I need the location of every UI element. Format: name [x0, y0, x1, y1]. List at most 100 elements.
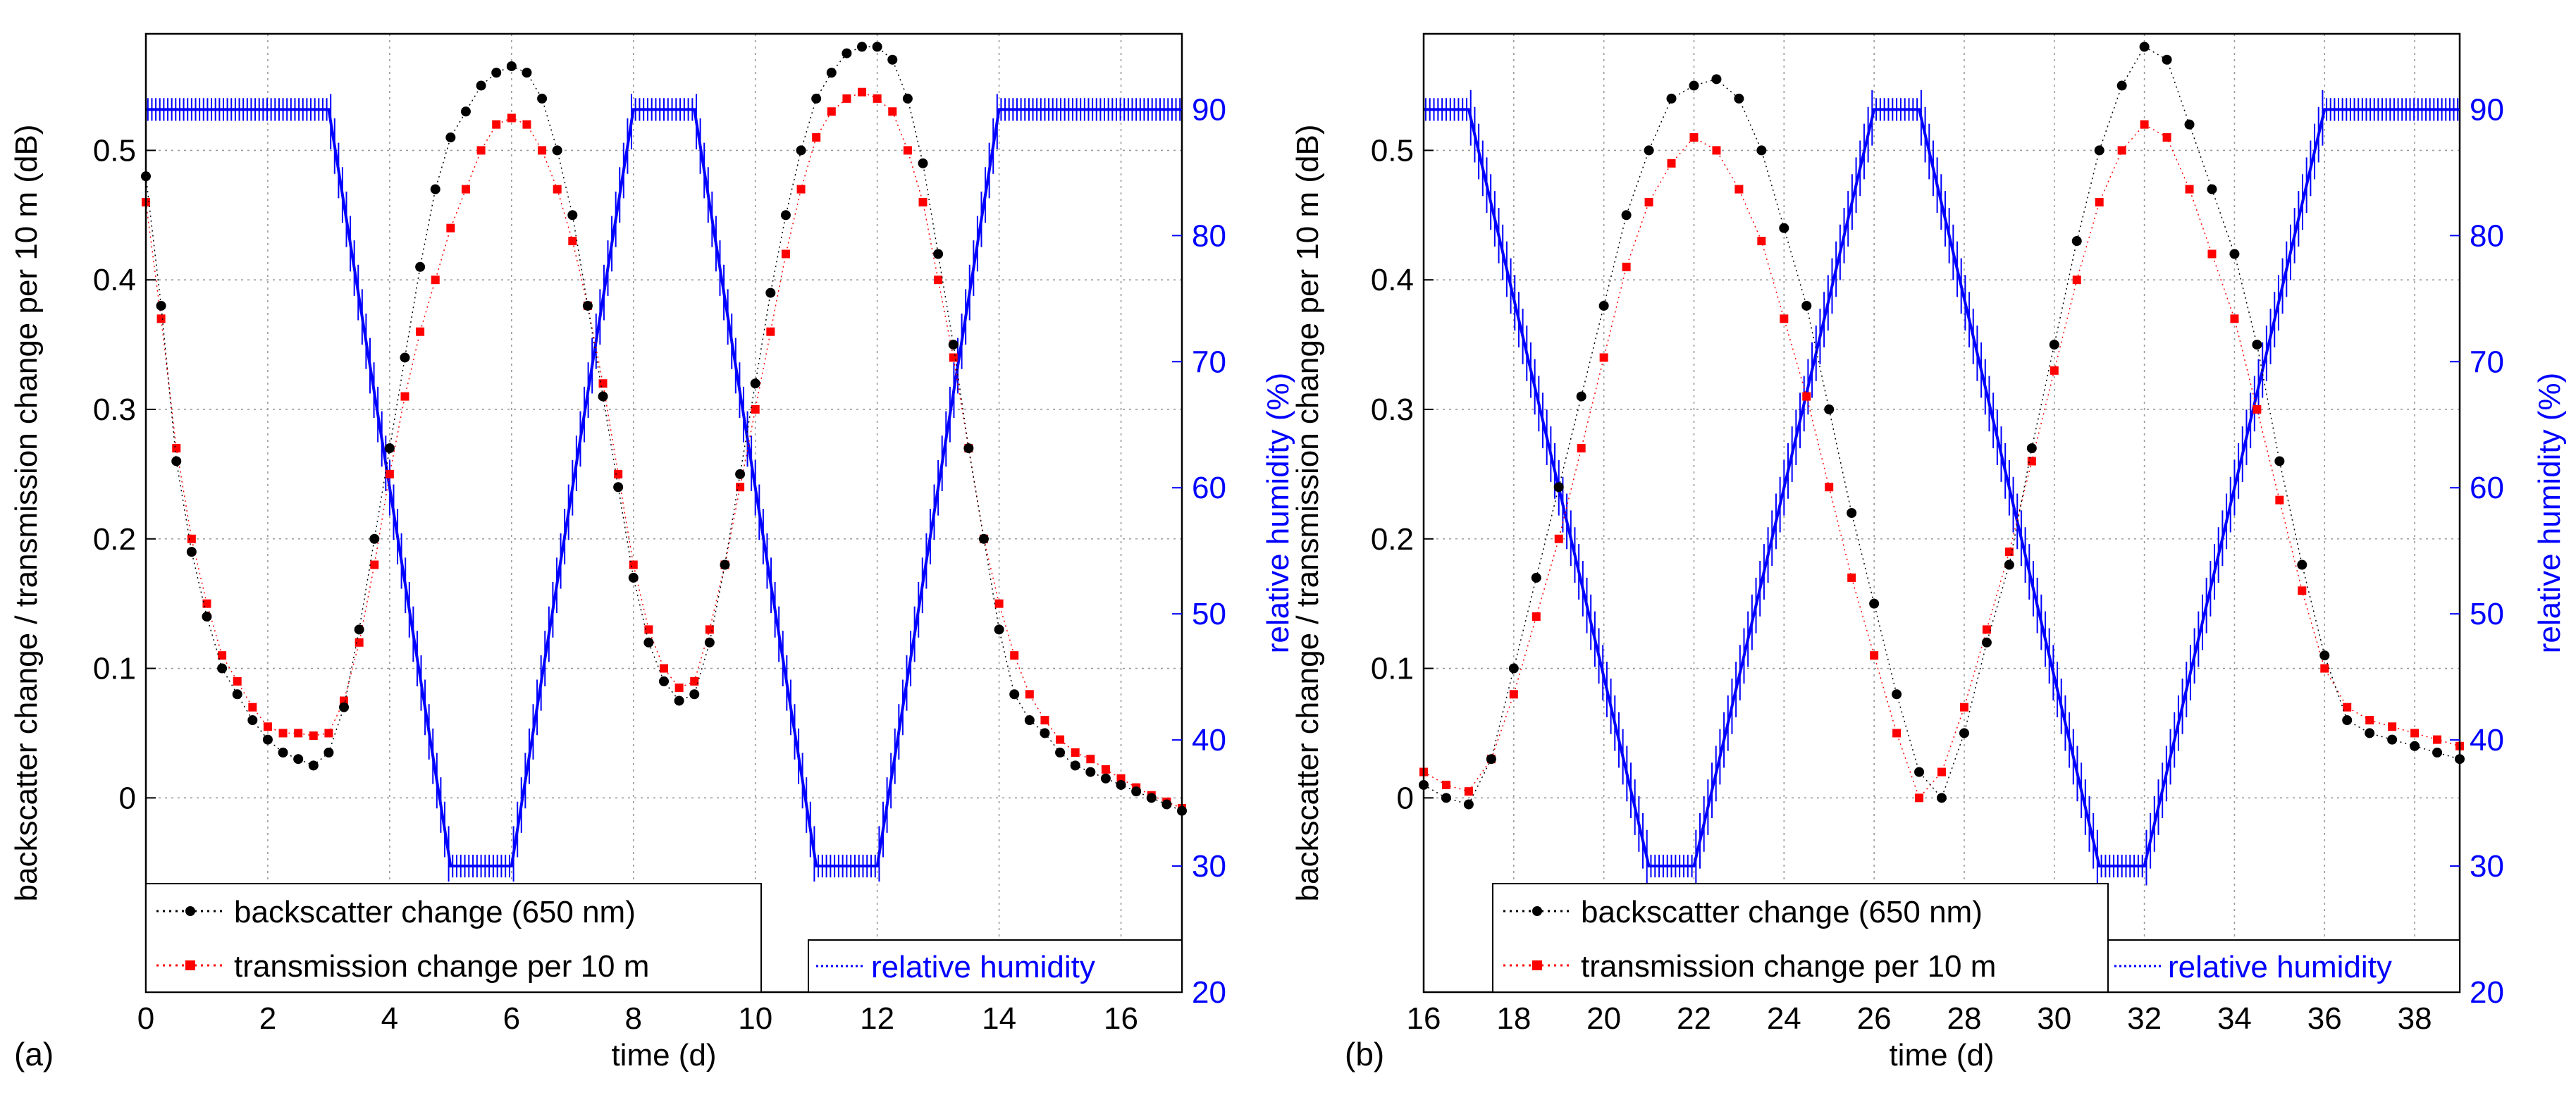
backscatter-point-b-41	[2342, 715, 2353, 726]
y-tick-label-a-1: 0.1	[93, 652, 136, 686]
transmission-point-b-26	[2004, 548, 2014, 557]
plot-area-a	[146, 34, 1182, 992]
backscatter-line-b	[1423, 46, 2460, 805]
transmission-point-b-43	[2388, 722, 2397, 731]
transmission-point-a-23	[492, 120, 501, 129]
transmission-point-a-33	[644, 625, 653, 634]
backscatter-point-a-24	[506, 61, 517, 71]
backscatter-point-a-23	[491, 68, 502, 78]
transmission-point-a-28	[568, 237, 577, 246]
backscatter-point-a-51	[918, 158, 928, 168]
backscatter-point-a-6	[232, 689, 242, 700]
transmission-point-b-18	[1825, 483, 1834, 492]
backscatter-point-b-38	[2274, 456, 2285, 466]
backscatter-point-a-52	[933, 249, 944, 259]
x-axis-label-a: time (d)	[611, 1038, 716, 1072]
x-tick-label-b-0: 16	[1407, 1001, 1441, 1036]
backscatter-point-b-6	[1553, 482, 1564, 493]
panel-b: 16 18 20 22 24 26 28 30 32 34 36 38 0 0.1 0.2 0.3 0.4 0.5…	[1290, 32, 2567, 1072]
transmission-point-b-17	[1802, 392, 1811, 401]
backscatter-point-b-37	[2252, 340, 2262, 350]
transmission-point-b-35	[2207, 249, 2217, 259]
transmission-point-a-22	[476, 146, 486, 155]
transmission-point-b-21	[1892, 729, 1902, 738]
transmission-point-b-4	[1509, 690, 1518, 699]
backscatter-point-b-3	[1486, 754, 1496, 765]
transmission-point-a-30	[598, 379, 608, 388]
transmission-series-b	[1419, 120, 2464, 803]
transmission-point-a-9	[278, 729, 288, 738]
transmission-point-b-32	[2140, 120, 2149, 129]
transmission-point-b-44	[2410, 729, 2420, 738]
y-tick-label-a-2: 0.2	[93, 522, 136, 557]
backscatter-point-b-43	[2387, 734, 2398, 745]
transmission-point-b-1	[1441, 780, 1450, 789]
transmission-point-b-24	[1959, 703, 1968, 712]
backscatter-point-b-17	[1801, 300, 1812, 311]
transmission-point-a-43	[796, 185, 806, 194]
transmission-point-b-31	[2117, 146, 2126, 155]
backscatter-point-b-36	[2229, 249, 2240, 259]
humidity-series-a	[146, 94, 1182, 882]
backscatter-point-a-25	[522, 68, 532, 78]
backscatter-point-a-40	[750, 378, 760, 389]
transmission-point-b-41	[2343, 703, 2352, 712]
legend-label-transmission-b: transmission change per 10 m	[1581, 949, 1996, 984]
backscatter-point-b-14	[1734, 93, 1744, 104]
legend-a: backscatter change (650 nm) transmission…	[145, 883, 762, 993]
backscatter-point-a-57	[1009, 689, 1020, 700]
x-tick-label-a-4: 8	[625, 1001, 642, 1036]
backscatter-point-a-39	[735, 469, 746, 479]
y-axis-label-a: backscatter change / transmission change…	[9, 125, 44, 902]
backscatter-point-a-66	[1146, 793, 1157, 803]
transmission-point-a-19	[431, 276, 440, 285]
transmission-point-a-46	[842, 94, 851, 103]
legend-label-backscatter-b: backscatter change (650 nm)	[1581, 895, 1983, 929]
backscatter-point-b-30	[2094, 145, 2104, 156]
backscatter-point-a-3	[186, 547, 197, 557]
backscatter-point-a-47	[857, 42, 868, 52]
transmission-point-a-50	[903, 146, 912, 155]
backscatter-point-a-59	[1040, 728, 1050, 738]
backscatter-point-b-29	[2071, 236, 2082, 247]
backscatter-point-a-49	[887, 54, 898, 65]
transmission-point-a-1	[156, 314, 166, 323]
backscatter-point-a-45	[826, 68, 837, 78]
backscatter-point-b-32	[2139, 42, 2150, 52]
backscatter-point-b-18	[1824, 404, 1835, 414]
backscatter-point-a-31	[613, 482, 624, 493]
backscatter-point-a-48	[872, 42, 882, 52]
backscatter-point-a-30	[598, 391, 608, 402]
backscatter-point-b-31	[2116, 80, 2127, 91]
transmission-point-a-34	[660, 664, 668, 673]
backscatter-point-b-19	[1847, 508, 1857, 518]
y2-tick-label-b-7: 90	[2470, 92, 2504, 127]
backscatter-point-a-37	[704, 637, 715, 648]
backscatter-point-a-10	[293, 754, 304, 765]
backscatter-point-a-17	[400, 352, 410, 363]
transmission-line-b	[1423, 123, 2460, 799]
transmission-point-a-12	[324, 729, 333, 738]
backscatter-point-b-40	[2319, 650, 2330, 661]
transmission-point-b-37	[2253, 404, 2262, 414]
legend-box-b	[1492, 883, 2109, 993]
y2-tick-label-b-6: 80	[2470, 218, 2504, 253]
transmission-point-a-35	[674, 684, 684, 693]
backscatter-point-a-15	[369, 533, 380, 544]
backscatter-point-a-26	[537, 93, 548, 104]
transmission-line-a	[145, 91, 1183, 809]
backscatter-point-b-25	[1981, 637, 1992, 648]
backscatter-point-b-45	[2432, 748, 2443, 757]
transmission-point-a-56	[994, 599, 1004, 608]
backscatter-point-b-34	[2184, 119, 2195, 130]
transmission-point-a-45	[827, 107, 836, 116]
ticks-b: 16 18 20 22 24 26 28 30 32 34 36 38 0 0.1 0.2 0.3 0.4 0.5…	[1371, 92, 2504, 1036]
backscatter-point-a-18	[415, 261, 426, 272]
backscatter-point-a-7	[247, 715, 258, 726]
backscatter-point-a-67	[1161, 799, 1172, 810]
transmission-point-a-44	[812, 133, 821, 142]
backscatter-point-b-10	[1644, 145, 1654, 156]
transmission-point-a-61	[1071, 748, 1080, 757]
legend-humidity-a: relative humidity	[808, 939, 1183, 993]
